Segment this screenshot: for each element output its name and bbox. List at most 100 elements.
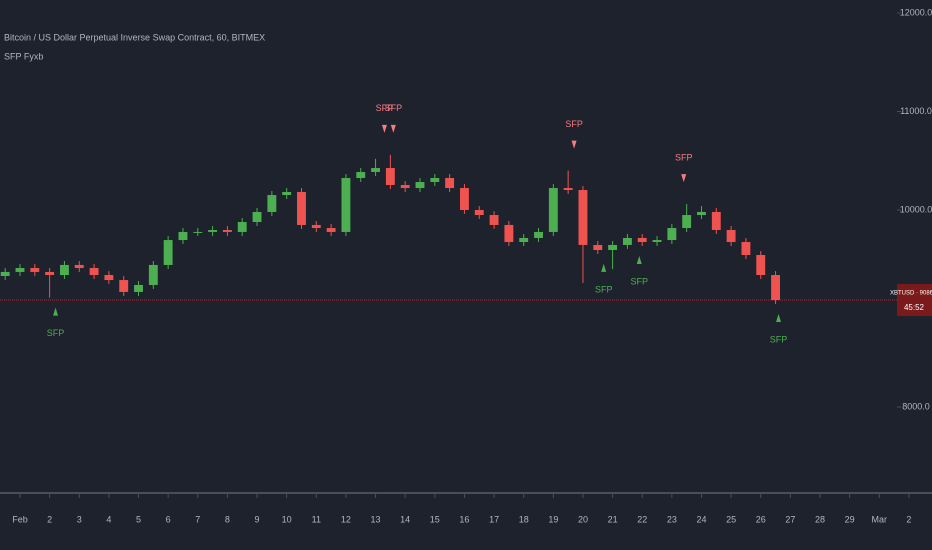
candle-body bbox=[637, 237, 647, 243]
candle-body bbox=[548, 188, 558, 232]
y-tick-label: 11000.0 bbox=[900, 106, 932, 116]
x-tick-label: 21 bbox=[608, 514, 618, 524]
sfp-label: SFP bbox=[385, 103, 403, 113]
sfp-label: SFP bbox=[595, 284, 613, 294]
candle-body bbox=[148, 264, 158, 285]
candle-body bbox=[326, 228, 336, 232]
x-tick-label: 17 bbox=[489, 514, 499, 524]
candle-body bbox=[697, 211, 706, 216]
x-tick-label: 25 bbox=[726, 514, 736, 524]
candle-body bbox=[622, 237, 632, 245]
x-tick-label: 28 bbox=[815, 514, 825, 524]
candle-body bbox=[237, 222, 247, 232]
candle-body bbox=[400, 184, 410, 189]
candle-body bbox=[267, 195, 277, 212]
candle-body bbox=[711, 211, 721, 230]
x-tick-label: 18 bbox=[519, 514, 529, 524]
candle-body bbox=[682, 215, 692, 229]
candle-body bbox=[504, 224, 514, 243]
x-tick-label: 6 bbox=[166, 514, 171, 524]
x-tick-label: Mar bbox=[872, 514, 888, 524]
candle-body bbox=[163, 240, 173, 265]
candle-body bbox=[119, 280, 129, 292]
x-tick-label: 20 bbox=[578, 514, 588, 524]
x-tick-label: 15 bbox=[430, 514, 440, 524]
sfp-arrow bbox=[571, 140, 577, 149]
x-tick-label: 16 bbox=[459, 514, 469, 524]
sfp-arrow bbox=[636, 255, 642, 264]
sfp-label: SFP bbox=[376, 103, 394, 113]
x-tick-label: 27 bbox=[785, 514, 795, 524]
candle-body bbox=[534, 231, 543, 238]
candle-body bbox=[578, 190, 588, 245]
x-tick-label: 22 bbox=[637, 514, 647, 524]
candle-body bbox=[460, 188, 469, 210]
sfp-label: SFP bbox=[47, 328, 65, 338]
x-tick-label: 23 bbox=[667, 514, 677, 524]
candle-body bbox=[89, 268, 99, 276]
x-tick-label: 5 bbox=[136, 514, 141, 524]
candle-body bbox=[208, 229, 218, 232]
candle-body bbox=[371, 168, 380, 172]
x-tick-label: 29 bbox=[845, 514, 855, 524]
candle-body bbox=[282, 191, 292, 196]
sfp-label: SFP bbox=[675, 152, 693, 162]
candle-body bbox=[193, 231, 203, 233]
candle-body bbox=[608, 244, 618, 250]
candle-body bbox=[756, 255, 766, 276]
sfp-arrow bbox=[601, 263, 607, 272]
candle-body bbox=[445, 177, 455, 189]
candle-body bbox=[667, 228, 677, 241]
candle-body bbox=[519, 237, 529, 243]
candle-body bbox=[385, 168, 395, 185]
x-tick-label: 24 bbox=[696, 514, 706, 524]
candle-body bbox=[15, 268, 25, 272]
candle-body bbox=[489, 215, 499, 225]
candle-body bbox=[341, 177, 351, 232]
sfp-label: SFP bbox=[565, 119, 583, 129]
x-tick-label: 2 bbox=[906, 514, 911, 524]
x-tick-label: 11 bbox=[312, 514, 321, 524]
candle-body bbox=[593, 244, 603, 250]
candle-body bbox=[741, 242, 751, 256]
candle-body bbox=[178, 231, 188, 241]
candle-body bbox=[430, 177, 440, 183]
y-tick-label: 8000.0 bbox=[902, 401, 930, 411]
last-price-box bbox=[897, 284, 932, 317]
x-tick-label: 4 bbox=[106, 514, 111, 524]
candle-body bbox=[252, 211, 262, 223]
x-tick-label: 3 bbox=[77, 514, 82, 524]
candle-body bbox=[134, 284, 143, 292]
x-tick-label: 10 bbox=[282, 514, 292, 524]
x-tick-label: 26 bbox=[756, 514, 766, 524]
x-tick-label: 13 bbox=[371, 514, 381, 524]
x-tick-label: 7 bbox=[195, 514, 200, 524]
x-tick-label: 14 bbox=[400, 514, 410, 524]
x-tick-label: 12 bbox=[341, 514, 351, 524]
countdown-label: 45:52 bbox=[904, 303, 925, 312]
last-price-label: XBTUSD · 9086.0 bbox=[890, 291, 932, 297]
candle-body bbox=[45, 271, 55, 276]
sfp-label: SFP bbox=[631, 276, 649, 286]
sfp-arrow bbox=[53, 307, 59, 316]
candle-body bbox=[297, 191, 306, 225]
candle-body bbox=[415, 182, 425, 189]
sfp-arrow bbox=[381, 124, 387, 133]
chart-title: Bitcoin / US Dollar Perpetual Inverse Sw… bbox=[4, 32, 265, 42]
indicator-name: SFP Fyxb bbox=[4, 51, 43, 61]
candle-body bbox=[74, 264, 84, 269]
sfp-arrow bbox=[776, 313, 782, 322]
sfp-label: SFP bbox=[770, 334, 788, 344]
x-tick-label: Feb bbox=[12, 514, 28, 524]
candle-body bbox=[563, 188, 573, 191]
y-tick-label: 10000.0 bbox=[900, 204, 932, 214]
candle-body bbox=[652, 240, 662, 243]
x-tick-label: 19 bbox=[548, 514, 558, 524]
y-tick-label: 12000.0 bbox=[900, 7, 932, 17]
candle-body bbox=[222, 229, 232, 232]
candle-body bbox=[771, 275, 780, 301]
x-tick-label: 9 bbox=[255, 514, 260, 524]
x-tick-label: 2 bbox=[47, 514, 52, 524]
candle-body bbox=[311, 224, 321, 229]
